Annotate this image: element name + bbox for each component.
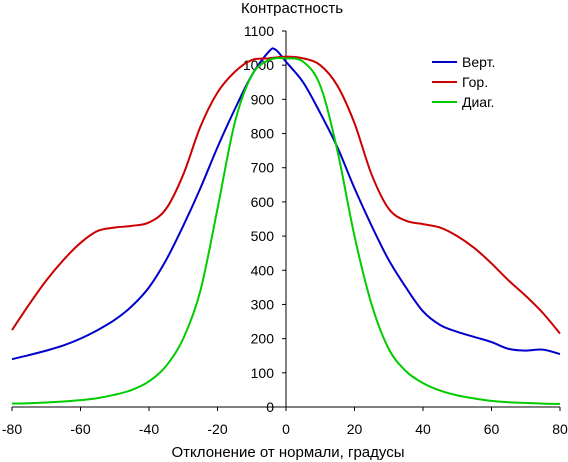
y-tick-label: 500 xyxy=(251,228,275,244)
series-layer xyxy=(11,47,561,405)
x-axis-title: Отклонение от нормали, градусы xyxy=(172,444,405,461)
y-tick-label: 0 xyxy=(266,399,274,415)
x-tick-label: 0 xyxy=(282,421,290,437)
series-line-3 xyxy=(11,57,561,405)
y-tick-label: 600 xyxy=(251,194,275,210)
x-tick-label: -60 xyxy=(70,421,90,437)
y-tick-label: 1100 xyxy=(244,23,274,39)
series-line-2 xyxy=(11,55,561,335)
y-tick-label: 100 xyxy=(251,365,275,381)
x-tick-label: 40 xyxy=(415,421,431,437)
legend-label: Диаг. xyxy=(462,94,494,110)
series-line-1 xyxy=(11,47,561,361)
x-tick-label: 80 xyxy=(552,421,568,437)
x-tick-label: 20 xyxy=(347,421,363,437)
y-tick-label: 700 xyxy=(251,160,275,176)
y-tick-label: 400 xyxy=(251,262,275,278)
x-tick-label: -40 xyxy=(139,421,159,437)
x-tick-label: -80 xyxy=(2,421,22,437)
x-tick-label: -20 xyxy=(207,421,227,437)
legend: Верт. Гор. Диаг. xyxy=(432,54,495,110)
legend-label: Верт. xyxy=(462,54,495,70)
legend-label: Гор. xyxy=(462,74,488,90)
y-tick-label: 900 xyxy=(251,91,275,107)
y-tick-label: 300 xyxy=(251,296,275,312)
y-tick-label: 800 xyxy=(251,126,275,142)
x-tick-label: 60 xyxy=(484,421,500,437)
y-axis-title: Контрастность xyxy=(241,0,343,17)
y-tick-label: 200 xyxy=(251,331,275,347)
x-axis-ticks: -80 -60 -40 -20 0 20 40 60 80 xyxy=(2,407,568,437)
